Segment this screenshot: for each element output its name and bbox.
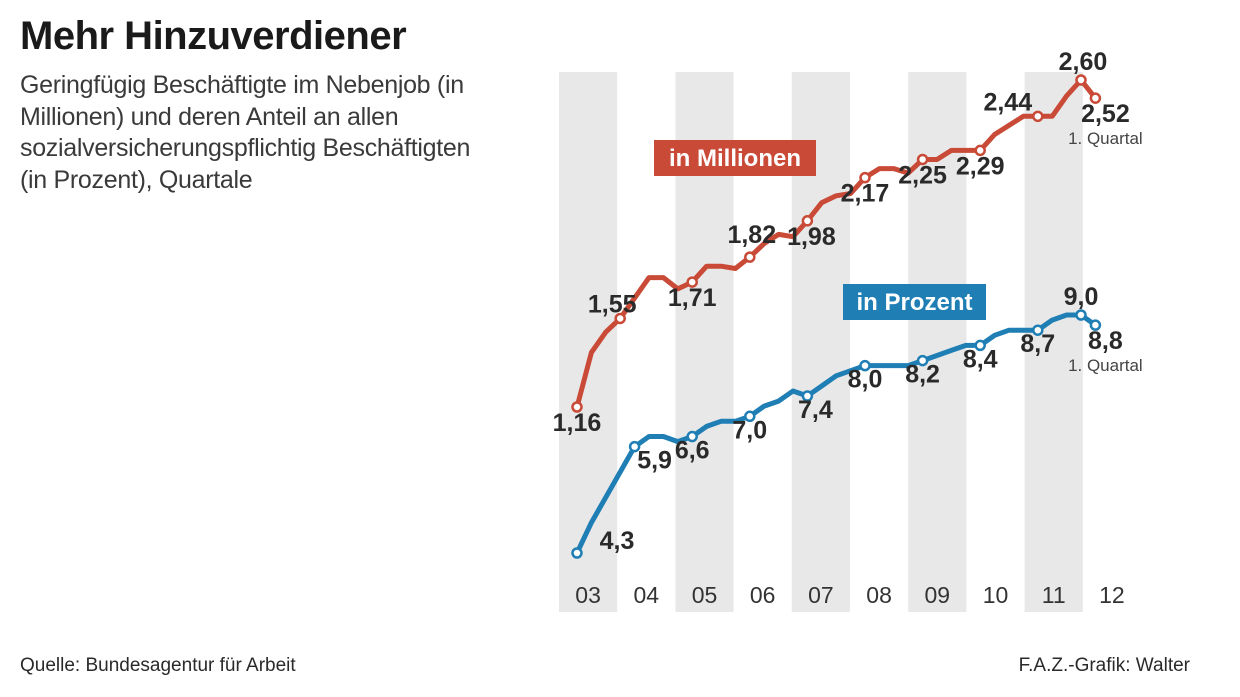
data-label: 1,55: [588, 290, 637, 318]
data-point-marker: [1089, 319, 1102, 331]
data-label: 6,6: [675, 437, 710, 465]
x-tick-label: 11: [1042, 582, 1066, 608]
data-point-marker: [859, 359, 871, 372]
series-label-box: [654, 140, 816, 176]
data-point-marker: [571, 401, 583, 413]
data-label: 1,16: [553, 409, 602, 437]
year-band: [559, 72, 618, 612]
data-point-marker: [801, 390, 814, 402]
data-label: 8,7: [1020, 330, 1055, 358]
data-label: 1,71: [668, 284, 717, 312]
x-tick-label: 05: [692, 582, 718, 608]
x-tick-label: 04: [634, 582, 660, 608]
data-label: 1,82: [727, 221, 776, 249]
x-tick-label: 12: [1099, 582, 1125, 608]
data-label: 2,29: [956, 152, 1005, 180]
data-point-marker: [686, 276, 698, 288]
x-tick-label: 09: [925, 582, 951, 608]
data-label: 2,52: [1081, 100, 1130, 128]
last-value-note: 1. Quartal: [1068, 356, 1143, 375]
data-point-marker: [571, 547, 583, 559]
data-label: 7,4: [798, 396, 833, 424]
data-point-marker: [859, 171, 871, 184]
data-point-marker: [916, 354, 929, 367]
x-tick-label: 07: [808, 582, 834, 608]
x-tick-label: 10: [983, 582, 1009, 608]
data-label: 2,60: [1059, 48, 1108, 76]
data-point-marker: [1032, 324, 1044, 336]
series-prozent: 4,3 5,9 6,6 7,0 7,4 8,0 8,2 8,4 8,7 9,0 8,81. Quar…: [571, 283, 1143, 559]
year-band: [1024, 72, 1083, 612]
series-label-box: [843, 284, 986, 320]
chart-title: Mehr Hinzuverdiener: [20, 14, 407, 58]
data-point-marker: [974, 339, 986, 352]
data-point-marker: [744, 410, 756, 423]
chart-subtitle: Geringfügig Beschäftigte im Nebenjob (in…: [20, 71, 471, 194]
data-label: 9,0: [1064, 283, 1099, 311]
x-tick-label: 03: [575, 582, 601, 608]
data-point-marker: [1075, 309, 1087, 321]
data-point-marker: [1089, 92, 1102, 104]
series-line: [574, 312, 1098, 556]
data-label: 7,0: [732, 416, 767, 444]
data-label: 8,4: [963, 345, 998, 373]
data-label: 5,9: [637, 447, 672, 475]
data-label: 8,0: [848, 366, 883, 394]
data-point-marker: [801, 215, 814, 227]
data-point-marker: [744, 251, 756, 263]
data-label: 2,17: [841, 180, 890, 208]
graphic-credit: F.A.Z.-Grafik: Walter: [1018, 655, 1190, 676]
series-label: in Millionen: [669, 145, 801, 172]
data-label: 2,25: [898, 161, 947, 189]
data-point-marker: [614, 312, 626, 325]
data-point-marker: [1032, 110, 1044, 123]
data-label: 8,2: [905, 361, 940, 389]
data-point-marker: [1075, 74, 1087, 86]
source-note: Quelle: Bundesagentur für Arbeit: [20, 655, 296, 676]
data-point-marker: [686, 430, 698, 443]
data-label: 8,8: [1088, 327, 1123, 355]
series-line: [574, 77, 1098, 410]
data-label: 2,44: [983, 88, 1032, 116]
data-point-marker: [628, 440, 641, 453]
series-millionen: 1,16 1,55 1,71 1,82 1,982,17 2,25 2,29 2,44 2,60…: [553, 48, 1143, 437]
x-tick-label: 06: [750, 582, 776, 608]
series-label: in Prozent: [856, 289, 972, 316]
data-point-marker: [974, 144, 986, 157]
data-label: 4,3: [600, 527, 635, 555]
x-axis: 03 04 05 06 07 08 09 10 11 12: [575, 582, 1124, 608]
data-label: 1,98: [787, 223, 836, 251]
series-layer: 1,16 1,55 1,71 1,82 1,982,17 2,25 2,29 2,44 2,60…: [553, 48, 1143, 559]
last-value-note: 1. Quartal: [1068, 129, 1143, 148]
data-point-marker: [916, 153, 929, 166]
x-tick-label: 08: [866, 582, 892, 608]
